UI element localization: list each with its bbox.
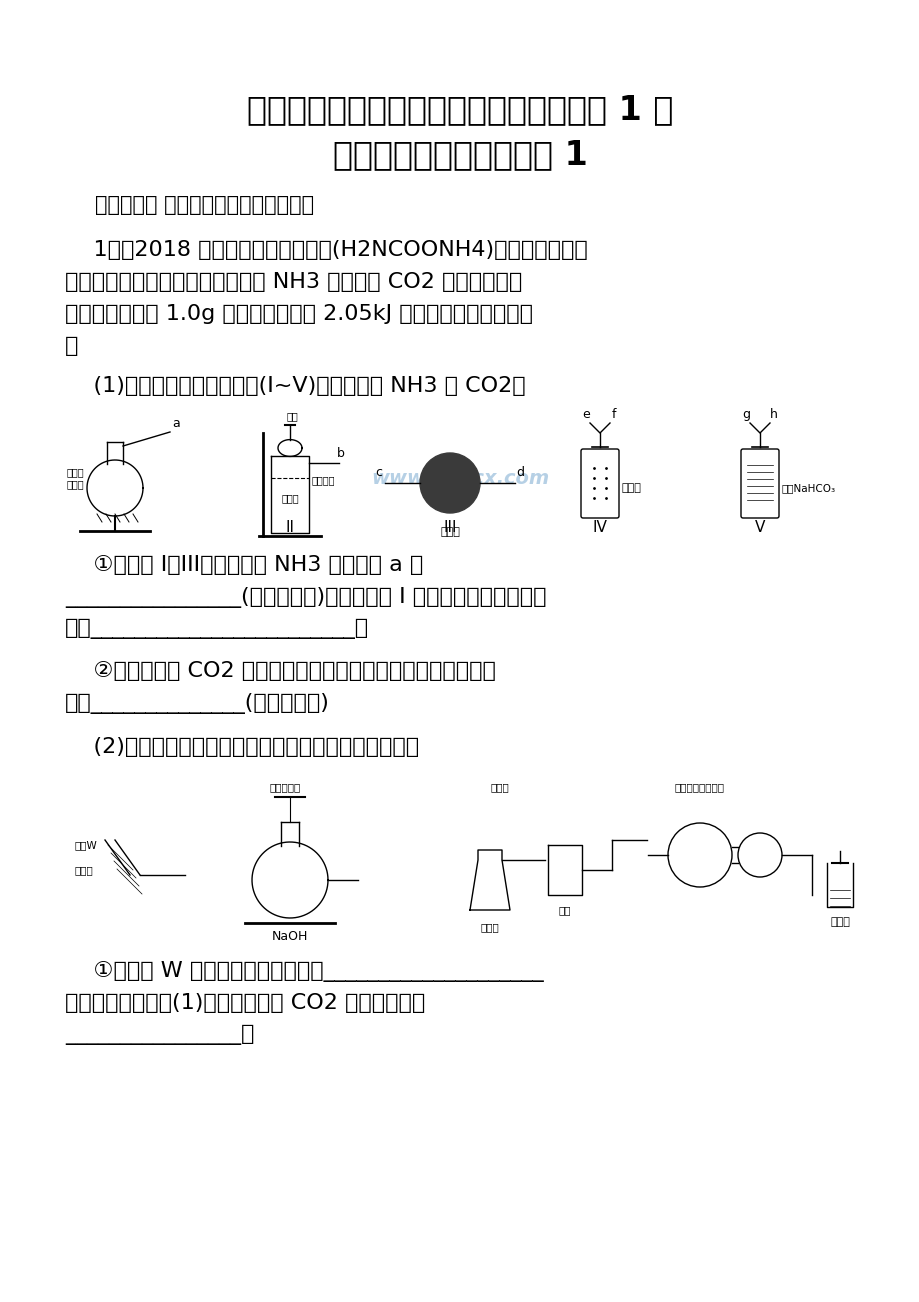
Text: ：: ： (65, 336, 78, 355)
Text: 序为______________(填接口字母): 序为______________(填接口字母) (65, 693, 330, 713)
Text: IV: IV (592, 519, 607, 535)
Text: c: c (375, 466, 381, 479)
Text: ①用仪器 W 代替分液漏斗的优点是____________________: ①用仪器 W 代替分液漏斗的优点是____________________ (65, 961, 543, 982)
Circle shape (420, 453, 480, 513)
Text: ，是常见的实验药品，可由干燥的 NH3 和干燥的 CO2 在任何比例下: ，是常见的实验药品，可由干燥的 NH3 和干燥的 CO2 在任何比例下 (65, 272, 522, 292)
Text: (2)一种制备氨基甲酸铵的改进实验装置如下图所示：: (2)一种制备氨基甲酸铵的改进实验装置如下图所示： (65, 737, 419, 756)
Text: I: I (113, 519, 117, 535)
Text: 电动搅拌器: 电动搅拌器 (269, 783, 301, 792)
Text: 干燥塔: 干燥塔 (480, 922, 499, 932)
Text: 石灰石: 石灰石 (281, 493, 299, 503)
Text: ①用装置 I、III制备并纯化 NH3 时，接口 a 与: ①用装置 I、III制备并纯化 NH3 时，接口 a 与 (65, 555, 423, 575)
FancyBboxPatch shape (581, 449, 618, 518)
Text: 浓硫酸: 浓硫酸 (829, 917, 849, 927)
Text: ________________。: ________________。 (65, 1025, 254, 1046)
Text: g: g (742, 408, 749, 421)
Text: ；用干冰装置代替(1)中制备并纯化 CO2 装置的优点是: ；用干冰装置代替(1)中制备并纯化 CO2 装置的优点是 (65, 993, 425, 1013)
Circle shape (667, 823, 732, 887)
Text: 浓硫酸: 浓硫酸 (621, 483, 641, 493)
Text: 大题精做一 化学实验方案的设计和评价: 大题精做一 化学实验方案的设计和评价 (95, 195, 313, 215)
FancyBboxPatch shape (740, 449, 778, 518)
Text: 多孔隔板: 多孔隔板 (312, 475, 335, 486)
Text: 学实验方案的设计和评价 1: 学实验方案的设计和评价 1 (333, 138, 586, 172)
Text: (1)实验室可选用下列装置(I~V)制备干燥的 NH3 和 CO2。: (1)实验室可选用下列装置(I~V)制备干燥的 NH3 和 CO2。 (65, 376, 525, 396)
Text: II: II (285, 519, 294, 535)
Text: f: f (611, 408, 616, 421)
Text: ②制备并纯化 CO2 时，按气流从左至右的方向，各接口连接顺: ②制备并纯化 CO2 时，按气流从左至右的方向，各接口连接顺 (65, 661, 495, 681)
Text: 高考特训化学三轮冲刺大题提分大题精做 1 化: 高考特训化学三轮冲刺大题提分大题精做 1 化 (246, 94, 673, 126)
Text: ________________(填接口字母)相连，装置 I 中发生反应的化学方程: ________________(填接口字母)相连，装置 I 中发生反应的化学方… (65, 587, 546, 608)
Text: b: b (336, 447, 345, 460)
Text: 浓氨水: 浓氨水 (75, 865, 94, 875)
Text: d: d (516, 466, 524, 479)
Text: 氯化铵
熟石灰: 氯化铵 熟石灰 (67, 467, 85, 488)
Circle shape (737, 833, 781, 878)
Text: 盐酸: 盐酸 (286, 411, 298, 422)
Text: 式为________________________。: 式为________________________。 (65, 618, 369, 639)
Text: III: III (443, 519, 456, 535)
Text: 碱石灰: 碱石灰 (490, 783, 509, 792)
Text: 碱石灰: 碱石灰 (439, 527, 460, 536)
Text: 仪器W: 仪器W (75, 840, 97, 850)
Text: 干冰: 干冰 (558, 905, 571, 915)
Text: www.bdocx.com: www.bdocx.com (370, 469, 549, 487)
Text: 饱和NaHCO₃: 饱和NaHCO₃ (781, 483, 835, 493)
Text: V: V (754, 519, 765, 535)
Text: 1．（2018 衡水联考）氨基甲酸铵(H2NCOONH4)是一种白色晶体: 1．（2018 衡水联考）氨基甲酸铵(H2NCOONH4)是一种白色晶体 (65, 240, 587, 260)
Text: 聚乙烯薄膜反应器: 聚乙烯薄膜反应器 (675, 783, 724, 792)
Text: e: e (582, 408, 589, 421)
Text: h: h (769, 408, 777, 421)
Text: 反应得到每生成 1.0g 氨基甲酸铵放出 2.05kJ 的热量。回答下列问题: 反应得到每生成 1.0g 氨基甲酸铵放出 2.05kJ 的热量。回答下列问题 (65, 303, 532, 324)
Text: a: a (172, 417, 179, 430)
Text: NaOH: NaOH (271, 930, 308, 943)
